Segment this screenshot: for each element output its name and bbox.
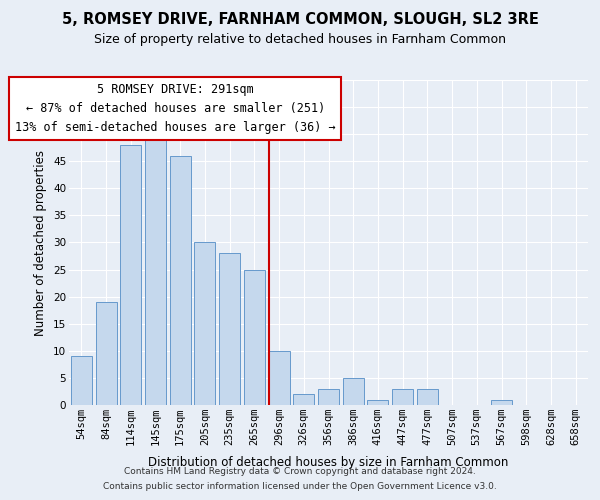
Bar: [417, 389, 438, 405]
Bar: [392, 389, 413, 405]
Text: Contains public sector information licensed under the Open Government Licence v3: Contains public sector information licen…: [103, 482, 497, 491]
Bar: [95, 302, 116, 405]
Bar: [343, 378, 364, 405]
Bar: [145, 134, 166, 405]
Bar: [244, 270, 265, 405]
Text: 5 ROMSEY DRIVE: 291sqm
← 87% of detached houses are smaller (251)
13% of semi-de: 5 ROMSEY DRIVE: 291sqm ← 87% of detached…: [15, 82, 335, 134]
Bar: [194, 242, 215, 405]
Y-axis label: Number of detached properties: Number of detached properties: [34, 150, 47, 336]
Bar: [491, 400, 512, 405]
Bar: [71, 356, 92, 405]
Bar: [170, 156, 191, 405]
Text: Size of property relative to detached houses in Farnham Common: Size of property relative to detached ho…: [94, 32, 506, 46]
Bar: [367, 400, 388, 405]
X-axis label: Distribution of detached houses by size in Farnham Common: Distribution of detached houses by size …: [148, 456, 509, 469]
Text: Contains HM Land Registry data © Crown copyright and database right 2024.: Contains HM Land Registry data © Crown c…: [124, 467, 476, 476]
Bar: [269, 351, 290, 405]
Bar: [120, 145, 141, 405]
Text: 5, ROMSEY DRIVE, FARNHAM COMMON, SLOUGH, SL2 3RE: 5, ROMSEY DRIVE, FARNHAM COMMON, SLOUGH,…: [62, 12, 538, 28]
Bar: [219, 254, 240, 405]
Bar: [318, 389, 339, 405]
Bar: [293, 394, 314, 405]
